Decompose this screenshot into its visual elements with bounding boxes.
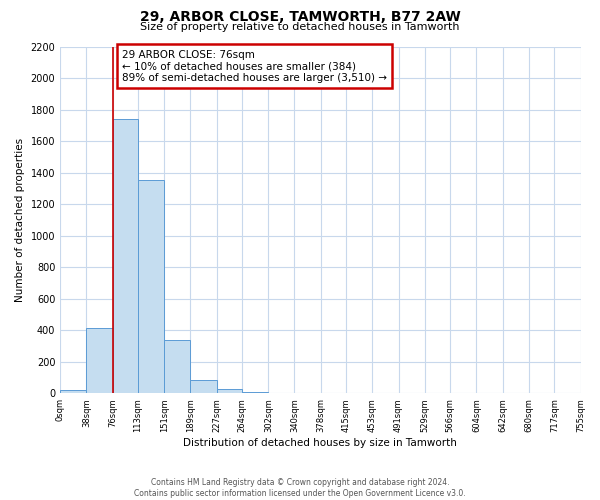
Bar [138,180,164,393]
Text: Size of property relative to detached houses in Tamworth: Size of property relative to detached ho… [140,22,460,32]
Bar [113,119,138,393]
Bar [86,328,113,393]
Bar [217,388,242,393]
Bar [242,392,268,393]
Bar [164,340,190,393]
X-axis label: Distribution of detached houses by size in Tamworth: Distribution of detached houses by size … [184,438,457,448]
Text: 29 ARBOR CLOSE: 76sqm
← 10% of detached houses are smaller (384)
89% of semi-det: 29 ARBOR CLOSE: 76sqm ← 10% of detached … [122,50,387,83]
Text: 29, ARBOR CLOSE, TAMWORTH, B77 2AW: 29, ARBOR CLOSE, TAMWORTH, B77 2AW [140,10,460,24]
Bar [190,380,217,393]
Text: Contains HM Land Registry data © Crown copyright and database right 2024.
Contai: Contains HM Land Registry data © Crown c… [134,478,466,498]
Y-axis label: Number of detached properties: Number of detached properties [15,138,25,302]
Bar [60,390,86,393]
